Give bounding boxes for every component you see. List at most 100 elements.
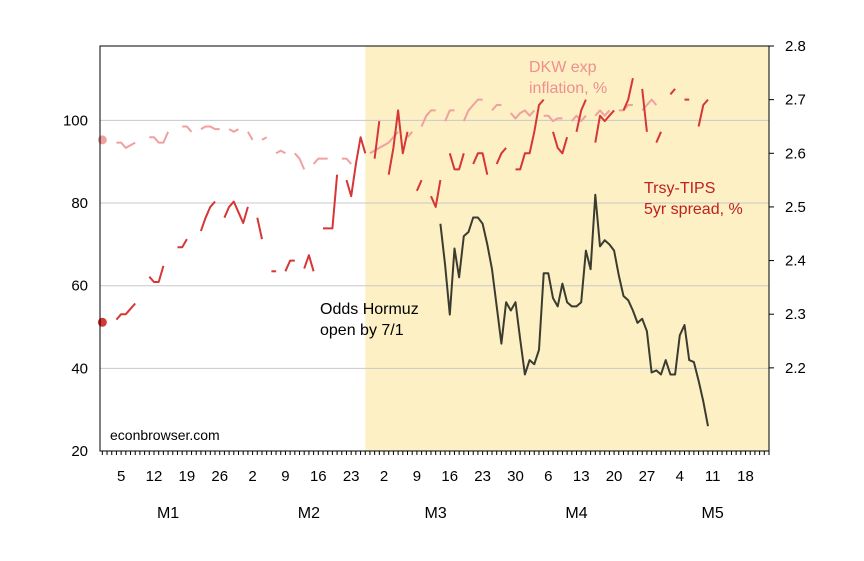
series-line [284,259,295,272]
x-axis: 5 12 19 26 2 9 16 23 2 9 16 23 30 6 13 20 27 4 11 18 M1 M2 M3 M… [101,451,770,522]
x-tick-label: 23 [343,468,360,485]
series-line [575,99,587,133]
x-tick-label: 4 [676,468,684,485]
odds-hormuz-label-line1: Odds Hormuz [320,301,419,318]
dkw-label-line2: inflation, % [529,80,607,97]
dkw-label-line1: DKW exp [529,59,597,76]
right-tick-label: 2.7 [785,92,806,109]
x-tick-label: 20 [606,468,623,485]
left-tick-label: 60 [71,278,88,295]
right-tick-label: 2.3 [785,306,806,323]
series-line [256,217,263,240]
series-line [387,109,409,175]
month-label: M2 [298,505,320,522]
x-tick-label: 30 [507,468,524,485]
series-line [275,149,286,155]
right-tick-label: 2.6 [785,145,806,162]
series-line [116,141,136,149]
series-line [223,200,249,224]
right-tick-label: 2.5 [785,199,806,216]
month-label: M5 [702,505,724,522]
series-line [373,120,381,159]
x-tick-label: 2 [380,468,388,485]
odds-hormuz-label: Odds Hormuz open by 7/1 [320,301,423,339]
series-line [323,174,339,230]
x-tick-label: 13 [573,468,590,485]
series-line [182,125,193,133]
series-line [430,179,442,208]
left-tick-label: 80 [71,195,88,212]
shaded-region [365,46,769,451]
watermark: econbrowser.com [110,427,220,443]
right-tick-label: 2.2 [785,360,806,377]
left-tick-label: 20 [71,443,88,460]
left-tick-label: 40 [71,360,88,377]
series-1 [97,77,709,327]
series-line [406,131,413,138]
x-tick-label: 9 [413,468,421,485]
series-line [594,109,615,143]
series-line [420,109,436,127]
series-line [641,88,648,132]
left-axis: 20 40 60 80 100 [63,112,88,460]
series-line [303,254,315,272]
series-line [448,153,465,171]
x-tick-label: 16 [441,468,458,485]
x-tick-label: 11 [705,468,721,485]
x-tick-label: 19 [179,468,196,485]
month-label: M1 [157,505,179,522]
series-line [341,157,352,165]
series-line [115,302,136,321]
x-tick-label: 5 [117,468,125,485]
series-line [247,131,254,141]
left-tick-label: 100 [63,112,88,129]
series-0 [439,193,709,427]
x-tick-label: 27 [639,468,656,485]
month-label: M4 [565,505,587,522]
series-line [199,200,216,232]
series-line [462,98,483,122]
series-line [622,77,634,111]
series-line [472,152,489,175]
start-marker [97,135,107,145]
x-tick-label: 6 [544,468,552,485]
series-line [200,125,220,131]
series-line [149,131,170,144]
series-line [697,98,709,127]
right-tick-label: 2.4 [785,253,806,270]
odds-hormuz-label-line2: open by 7/1 [320,322,404,339]
series-line [294,152,306,170]
series-line [594,109,611,117]
series-line [669,88,676,95]
trsy-tips-label: Trsy-TIPS 5yr spread, % [644,180,743,218]
series-line [415,179,423,192]
series-line [543,114,563,123]
right-tick-label: 2.8 [785,38,806,55]
x-tick-label: 26 [211,468,228,485]
series-line [655,131,662,143]
trsy-tips-label-line1: Trsy-TIPS [644,180,715,197]
series-line [444,109,455,122]
x-tick-label: 18 [737,468,754,485]
start-marker [97,317,107,327]
series-line [228,128,239,133]
series-line [439,193,709,427]
series-line [177,238,188,249]
series-line [495,147,507,165]
trsy-tips-label-line2: 5yr spread, % [644,201,743,218]
series-line [148,265,165,283]
series-line [345,136,367,198]
month-label: M3 [425,505,447,522]
x-tick-label: 23 [474,468,491,485]
x-tick-label: 2 [248,468,256,485]
series-line [515,98,545,171]
series-line [618,104,633,112]
x-tick-label: 16 [310,468,327,485]
series-line [510,109,536,120]
x-tick-label: 9 [281,468,289,485]
series-line [261,136,268,141]
right-axis: 2.2 2.3 2.4 2.5 2.6 2.7 2.8 [769,38,806,377]
plot-frame [99,45,770,452]
series-line [312,157,328,165]
